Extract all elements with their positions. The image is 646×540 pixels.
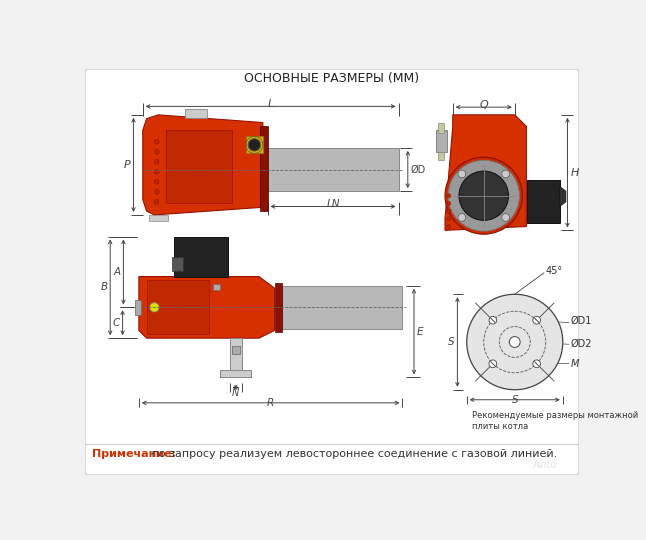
Circle shape bbox=[154, 159, 159, 164]
Circle shape bbox=[150, 303, 159, 312]
Text: C: C bbox=[113, 318, 120, 328]
Bar bbox=[174, 237, 228, 276]
Text: по запросу реализуем левостороннее соединение с газовой линией.: по запросу реализуем левостороннее соеди… bbox=[148, 449, 557, 458]
Circle shape bbox=[502, 170, 510, 178]
Bar bbox=[185, 109, 207, 118]
Circle shape bbox=[509, 336, 520, 347]
Bar bbox=[275, 283, 282, 332]
Text: S: S bbox=[512, 395, 518, 405]
Bar bbox=[232, 346, 240, 354]
Bar bbox=[229, 338, 242, 373]
Text: S: S bbox=[448, 337, 455, 347]
Circle shape bbox=[248, 139, 260, 151]
Circle shape bbox=[458, 170, 466, 178]
Text: ОСНОВНЫЕ РАЗМЕРЫ (ММ): ОСНОВНЫЕ РАЗМЕРЫ (ММ) bbox=[244, 72, 419, 85]
Text: ØD: ØD bbox=[410, 165, 425, 174]
Bar bbox=[172, 257, 183, 271]
Text: 45°: 45° bbox=[546, 266, 563, 276]
Circle shape bbox=[154, 179, 159, 184]
Circle shape bbox=[533, 316, 541, 324]
Bar bbox=[435, 130, 446, 152]
Circle shape bbox=[466, 294, 563, 390]
Circle shape bbox=[448, 160, 519, 231]
Circle shape bbox=[447, 194, 451, 198]
Circle shape bbox=[533, 360, 541, 368]
Circle shape bbox=[447, 225, 451, 228]
Bar bbox=[527, 180, 559, 222]
Circle shape bbox=[458, 214, 466, 221]
Circle shape bbox=[502, 214, 510, 221]
Circle shape bbox=[154, 150, 159, 154]
Polygon shape bbox=[445, 115, 526, 231]
Text: M: M bbox=[570, 359, 579, 369]
Text: P: P bbox=[124, 160, 130, 170]
Text: ØD1: ØD1 bbox=[570, 316, 592, 326]
Circle shape bbox=[445, 157, 523, 234]
Circle shape bbox=[489, 316, 497, 324]
Circle shape bbox=[154, 190, 159, 194]
Polygon shape bbox=[139, 276, 275, 338]
Text: Примечание:: Примечание: bbox=[92, 449, 176, 458]
Text: LN: LN bbox=[326, 199, 340, 209]
Bar bbox=[282, 286, 402, 329]
Circle shape bbox=[489, 360, 497, 368]
Text: Avito: Avito bbox=[533, 460, 557, 470]
Bar bbox=[135, 300, 141, 315]
Text: N: N bbox=[232, 388, 240, 398]
Bar bbox=[260, 126, 267, 211]
Bar bbox=[166, 130, 232, 204]
Circle shape bbox=[459, 171, 508, 220]
Text: E: E bbox=[417, 327, 423, 336]
Polygon shape bbox=[559, 186, 566, 206]
Bar bbox=[246, 137, 263, 153]
Text: B: B bbox=[100, 282, 108, 292]
Circle shape bbox=[447, 201, 451, 205]
Circle shape bbox=[447, 209, 451, 213]
Bar bbox=[213, 284, 220, 291]
Bar bbox=[147, 280, 209, 334]
Text: H: H bbox=[571, 167, 579, 178]
Text: L: L bbox=[267, 99, 274, 109]
Bar bbox=[220, 370, 251, 377]
Circle shape bbox=[447, 217, 451, 221]
Circle shape bbox=[154, 200, 159, 204]
Text: R: R bbox=[267, 398, 275, 408]
Polygon shape bbox=[143, 115, 263, 215]
Bar bbox=[149, 215, 169, 221]
Text: A: A bbox=[114, 267, 121, 277]
Text: ØD2: ØD2 bbox=[570, 339, 592, 348]
Circle shape bbox=[154, 139, 159, 144]
Bar bbox=[267, 148, 399, 191]
Text: Q: Q bbox=[479, 100, 488, 110]
Bar bbox=[438, 123, 444, 132]
Bar bbox=[438, 152, 444, 159]
Circle shape bbox=[154, 170, 159, 174]
Text: Рекомендуемые размеры монтажной
плиты котла: Рекомендуемые размеры монтажной плиты ко… bbox=[472, 411, 638, 431]
